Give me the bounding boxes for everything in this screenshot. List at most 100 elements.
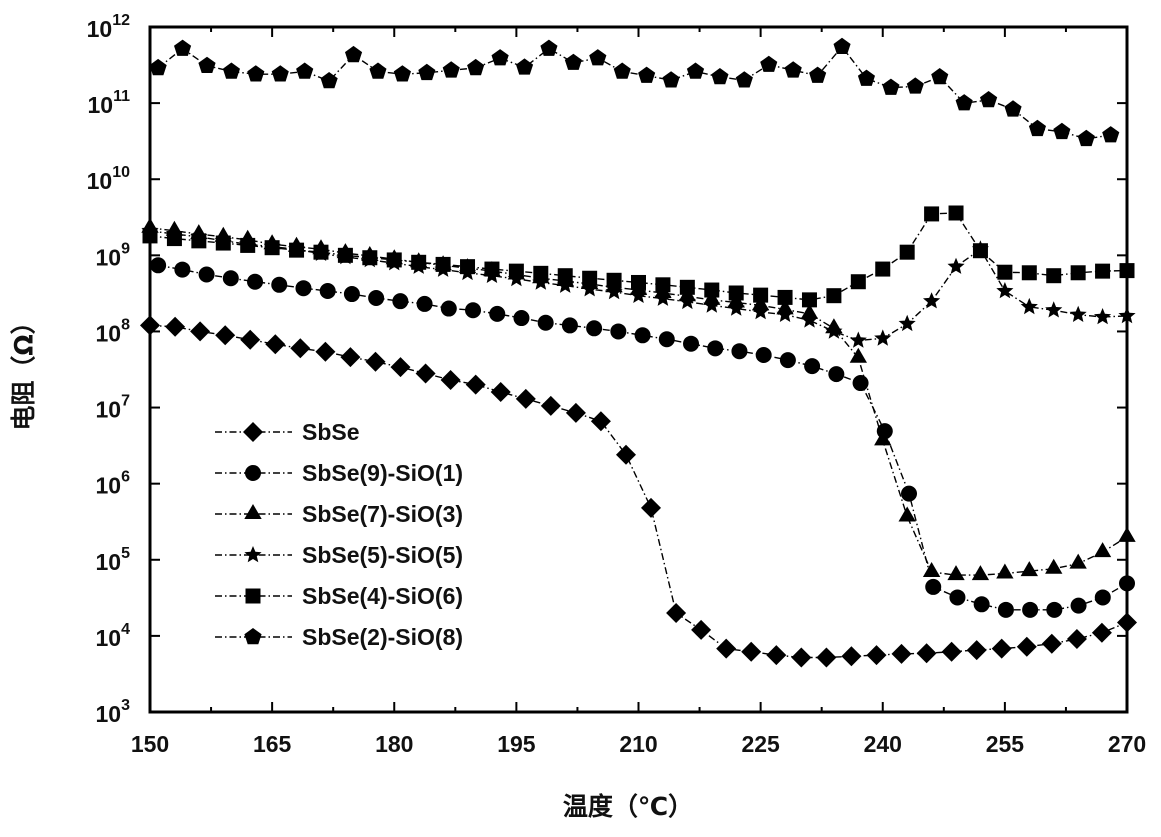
circle-marker (658, 331, 675, 348)
pentagon-marker (589, 49, 607, 66)
pentagon-marker (1004, 100, 1022, 117)
triangle-marker (947, 565, 965, 581)
star-marker (752, 303, 770, 320)
legend-label: SbSe(4)-SiO(6) (302, 583, 463, 609)
circle-marker (561, 317, 578, 334)
x-tick-label: 165 (253, 731, 292, 757)
pentagon-marker (662, 71, 680, 88)
star-marker (629, 286, 648, 303)
circle-marker (949, 589, 966, 606)
series-line (157, 45, 1111, 140)
diamond-marker (440, 370, 461, 390)
diamond-marker (891, 643, 912, 664)
circle-marker (343, 286, 360, 303)
y-tick-label: 105 (96, 545, 131, 575)
circle-marker (1070, 597, 1087, 614)
triangle-marker (1020, 561, 1038, 577)
square-marker (337, 247, 353, 263)
pentagon-marker (442, 61, 460, 78)
diamond-marker (816, 647, 837, 668)
y-tick-exponent: 11 (113, 88, 130, 105)
series-sbse-4-sio-6- (142, 205, 1135, 308)
pentagon-marker (1053, 122, 1071, 140)
pentagon-marker (735, 71, 753, 88)
pentagon-marker (149, 58, 167, 76)
square-marker (264, 240, 280, 256)
y-tick-label: 103 (96, 697, 131, 727)
y-tick-exponent: 4 (121, 621, 130, 638)
pentagon-marker (833, 37, 851, 54)
pentagon-marker (369, 62, 387, 79)
star-marker (849, 331, 867, 348)
pentagon-marker (613, 62, 631, 79)
legend-label: SbSe(5)-SiO(5) (302, 542, 463, 568)
square-marker (313, 244, 329, 260)
triangle-marker (752, 295, 770, 311)
star-marker (244, 546, 262, 563)
star-marker (1094, 308, 1112, 325)
square-marker (215, 235, 231, 251)
star-marker (1069, 305, 1087, 322)
diamond-marker (243, 422, 263, 442)
circle-marker (440, 300, 457, 317)
diamond-marker (340, 347, 361, 368)
star-marker (947, 257, 965, 274)
y-tick-label: 108 (96, 316, 131, 346)
square-marker (166, 231, 182, 247)
square-marker (484, 261, 500, 277)
pentagon-marker (906, 77, 924, 94)
star-marker (678, 292, 696, 310)
triangle-marker (800, 303, 819, 319)
x-tick-label: 270 (1108, 731, 1146, 757)
y-tick-label: 1010 (87, 164, 130, 194)
circle-marker (997, 601, 1014, 618)
pentagon-marker (418, 63, 436, 81)
square-marker (386, 252, 402, 268)
triangle-marker (898, 506, 916, 522)
series-line (149, 212, 1128, 301)
star-marker (727, 299, 745, 316)
pentagon-marker (222, 62, 240, 79)
diamond-marker (616, 444, 636, 465)
diamond-marker (215, 325, 236, 346)
pentagon-marker (174, 39, 192, 56)
pentagon-marker (882, 78, 900, 95)
star-marker (898, 314, 916, 332)
square-marker (777, 289, 793, 305)
circle-marker (271, 276, 288, 293)
pentagon-marker (638, 66, 656, 83)
x-tick-label: 150 (131, 731, 169, 757)
y-tick-exponent: 7 (121, 393, 130, 410)
circle-marker (416, 295, 433, 312)
diamond-marker (691, 619, 712, 640)
diamond-marker (1016, 636, 1037, 657)
diamond-marker (641, 497, 661, 518)
circle-marker (537, 314, 554, 331)
pentagon-marker (784, 61, 802, 78)
series-line (149, 227, 1128, 576)
square-marker (435, 256, 451, 272)
circle-marker (295, 280, 312, 297)
square-marker (801, 292, 817, 308)
diamond-marker (265, 334, 286, 355)
square-marker (411, 254, 427, 270)
star-marker (581, 280, 599, 297)
diamond-marker (165, 316, 186, 337)
circle-marker (973, 596, 990, 613)
square-marker (728, 285, 744, 301)
diamond-marker (741, 641, 762, 662)
triangle-marker (849, 347, 867, 363)
series-line (149, 324, 1128, 659)
square-marker (655, 277, 671, 293)
square-marker (1070, 265, 1086, 281)
diamond-marker (866, 645, 887, 666)
diamond-marker (365, 351, 386, 372)
y-tick-base: 10 (96, 473, 122, 499)
triangle-marker (1045, 558, 1063, 574)
legend: SbSe SbSe(9)-SiO(1) SbSe(7)-SiO(3) SbSe(5)-… (215, 419, 463, 650)
diamond-marker (565, 402, 586, 423)
pentagon-marker (955, 94, 973, 111)
diamond-marker (515, 388, 536, 409)
square-marker (460, 259, 476, 275)
